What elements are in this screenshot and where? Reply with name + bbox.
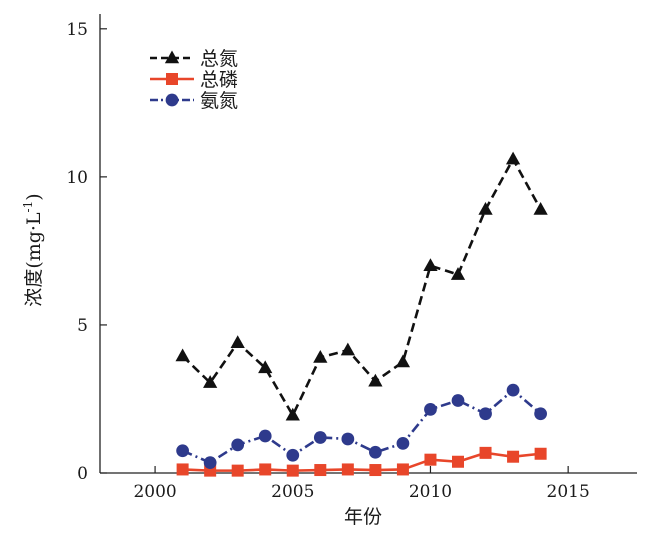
legend-label: 总磷 [200,69,238,91]
legend-marker [165,93,179,107]
data-point [507,450,520,463]
data-point [258,360,273,374]
data-point [452,455,464,468]
data-point [285,407,300,421]
legend-marker [166,73,178,85]
data-point [396,437,410,450]
y-tick-label: 15 [66,20,88,40]
x-tick-label: 2010 [409,482,452,502]
data-point [314,464,327,477]
legend-item: 总氮 [150,48,238,70]
data-point [479,407,492,421]
data-point [451,394,465,407]
data-point [506,383,520,397]
x-tick-label: 2015 [547,482,590,502]
data-point [313,431,327,444]
x-tick-label: 2005 [271,482,314,502]
legend-label: 氨氮 [200,90,238,112]
y-axis-title-close: ) [23,193,45,200]
data-point [203,456,217,470]
data-point [450,267,466,280]
series-1 [175,151,548,421]
data-point [341,432,355,446]
y-tick-label: 5 [77,316,88,336]
data-point [313,350,328,363]
legend-marker [164,50,180,64]
data-point [424,402,437,416]
data-point [258,429,272,443]
data-point [340,342,355,356]
x-axis-title: 年份 [344,506,382,528]
data-point [533,201,548,215]
data-point [396,463,409,476]
data-point [479,446,492,459]
data-point [231,464,244,477]
data-point [368,373,383,387]
data-point [534,407,547,421]
data-point [259,463,272,476]
data-point [231,438,245,452]
data-point [230,335,245,348]
series-3 [176,383,547,470]
data-point [286,464,299,477]
y-tick-label: 10 [66,168,88,188]
data-point [176,463,189,476]
axes: 2000 2005 2010 2015 0 5 10 15 [66,14,637,502]
data-point [505,151,521,165]
series-layer [175,151,548,477]
data-point [534,447,547,460]
data-point [424,453,437,466]
data-point [286,448,300,462]
data-point [175,348,190,362]
data-point [341,463,354,476]
legend-label: 总氮 [200,48,238,70]
data-point [176,444,189,458]
data-point [369,445,382,459]
series-2 [176,446,547,477]
y-axis-title: 浓度(mg·L-1) [21,193,45,306]
series-line [181,157,542,417]
y-tick-label: 0 [77,464,88,484]
legend-item: 氨氮 [150,90,238,112]
legend-item: 总磷 [150,69,238,91]
y-axis-title-main: 浓度(mg·L [23,212,45,307]
data-point [423,258,438,271]
data-point [395,354,411,368]
y-axis-title-superscript: -1 [21,201,35,213]
x-tick-label: 2000 [133,482,176,502]
data-point [203,375,218,388]
data-point [369,464,382,477]
data-point [478,201,493,215]
